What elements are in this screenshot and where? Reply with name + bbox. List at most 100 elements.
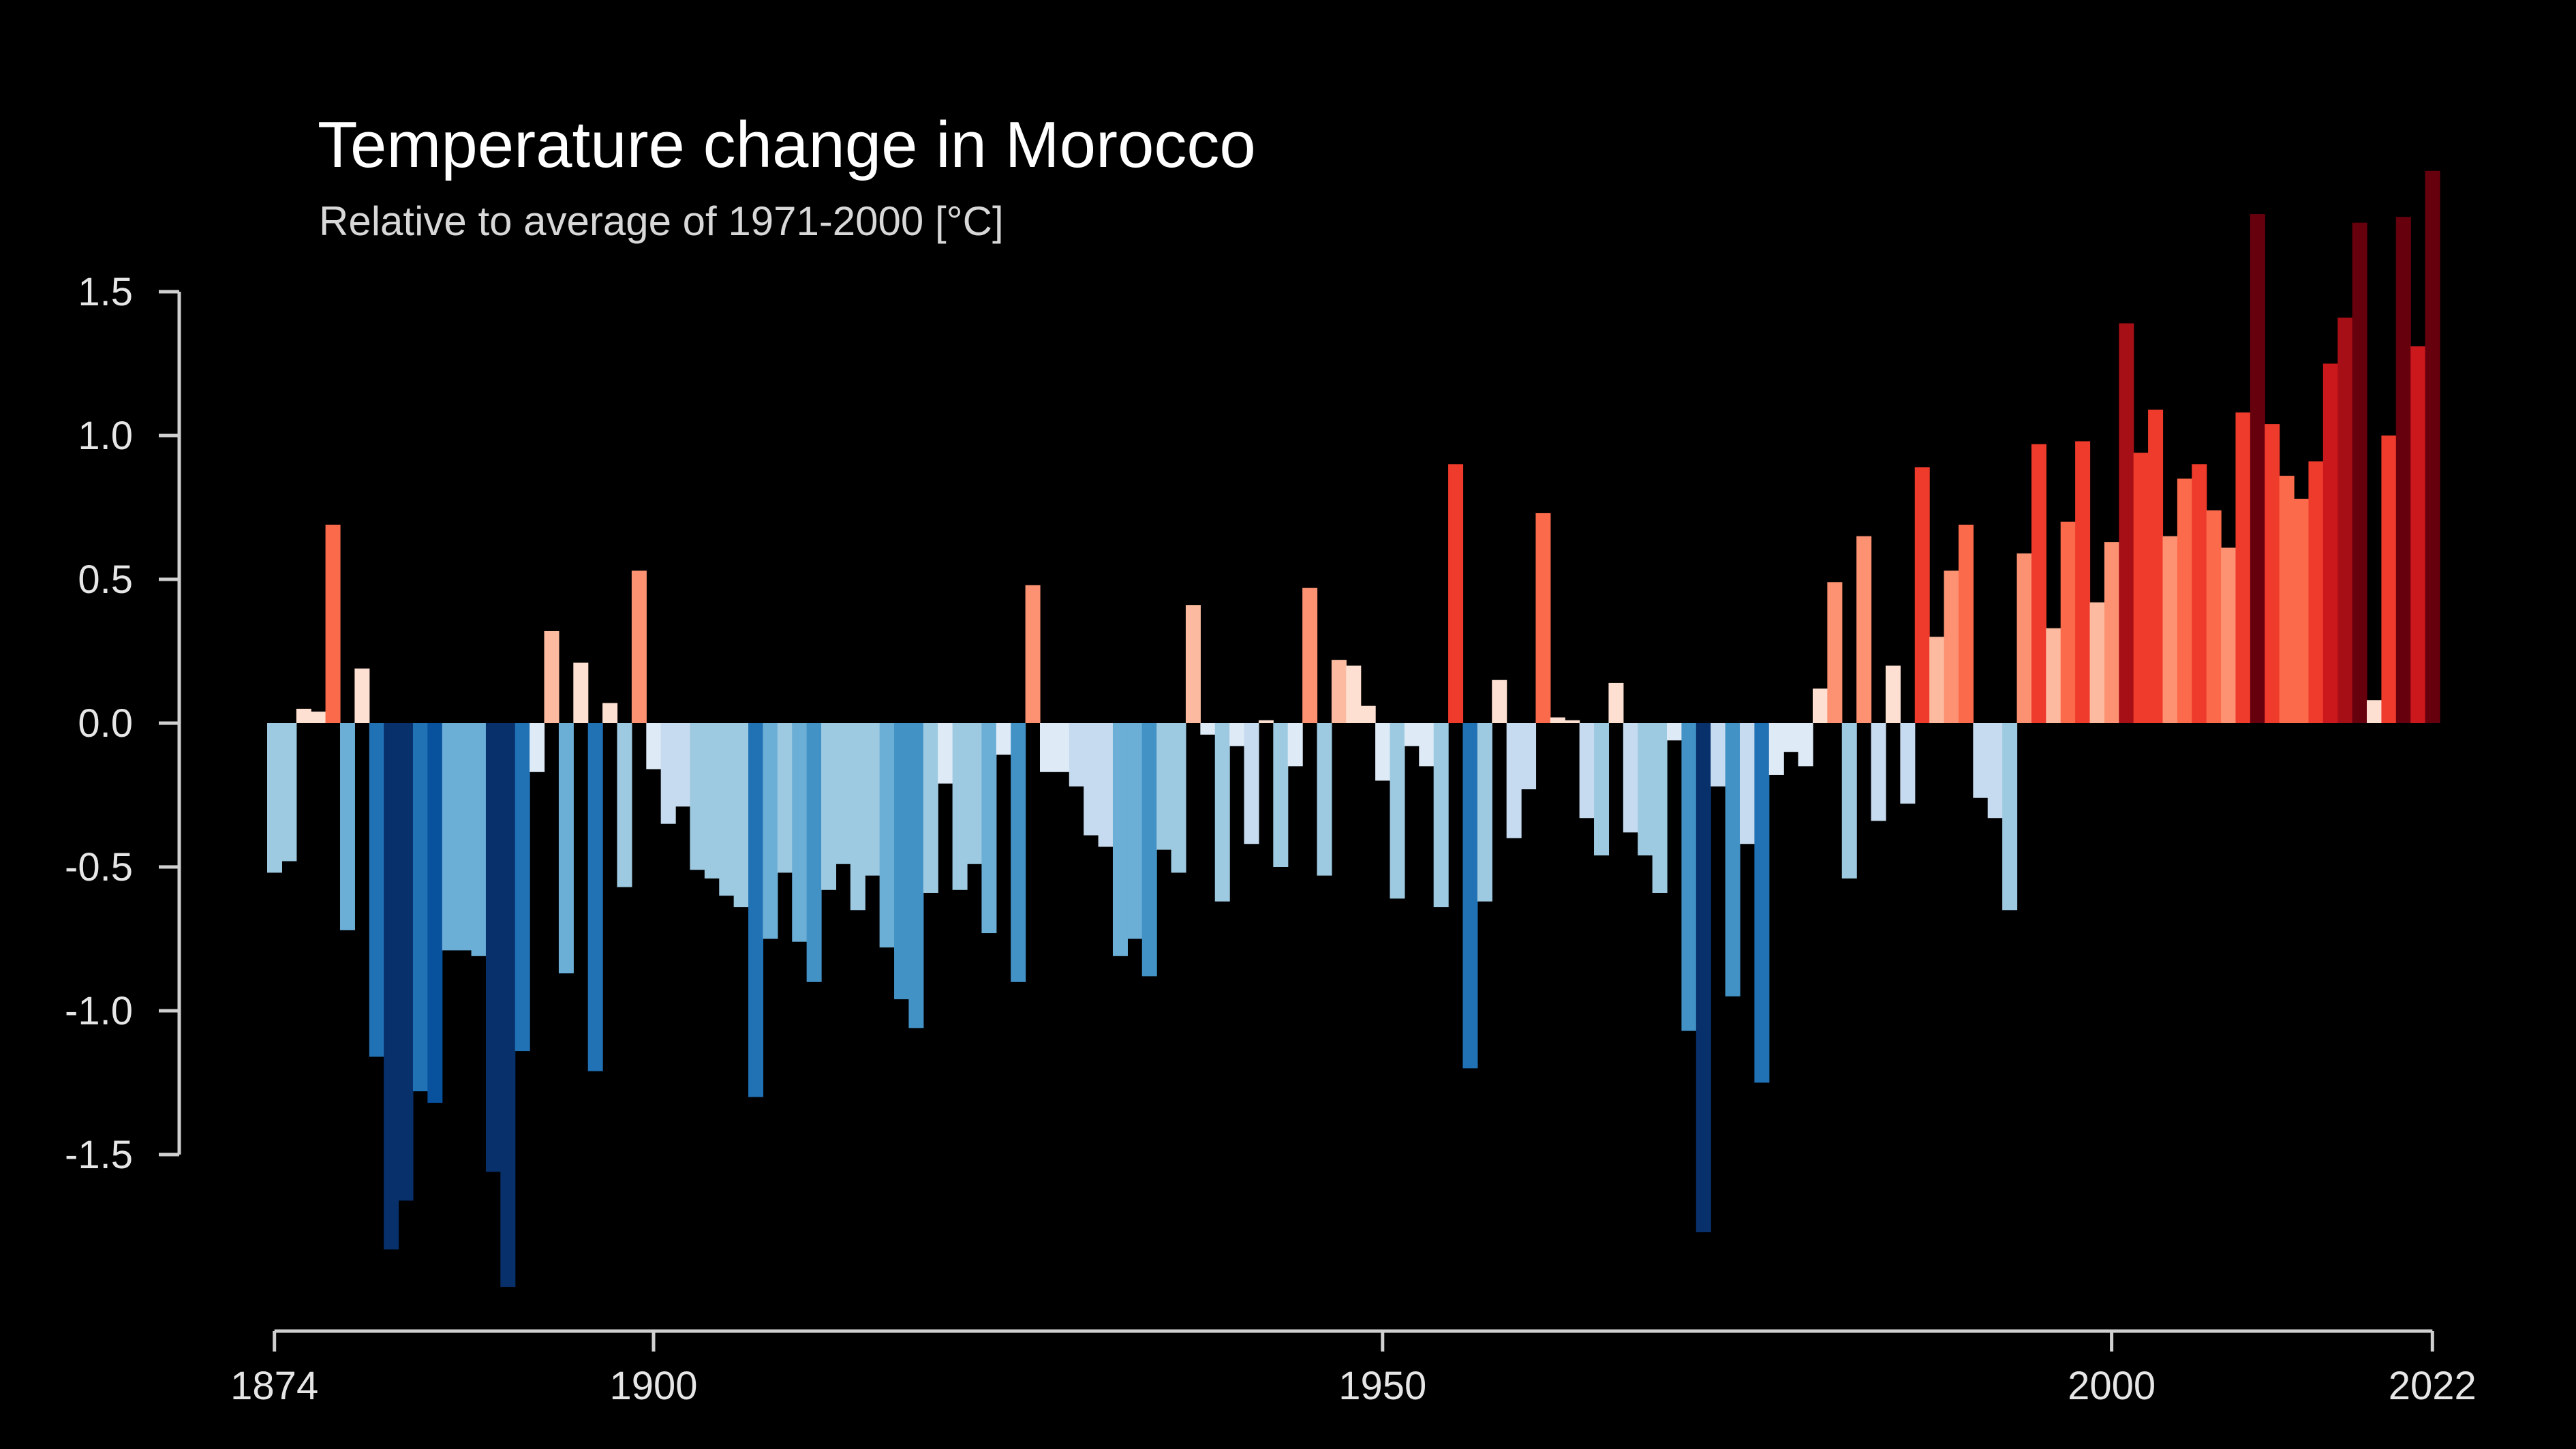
bar-1966 bbox=[1608, 682, 1624, 723]
bar-2008 bbox=[2221, 547, 2237, 723]
x-tick-label: 1900 bbox=[609, 1364, 697, 1408]
bar-1991 bbox=[1973, 723, 1989, 798]
bar-1944 bbox=[1287, 723, 1303, 767]
bars-group bbox=[267, 170, 2440, 1287]
bar-1885 bbox=[427, 723, 443, 1103]
bar-1883 bbox=[398, 723, 414, 1201]
bar-1974 bbox=[1725, 723, 1741, 996]
bar-1996 bbox=[2046, 628, 2061, 723]
bar-1875 bbox=[281, 723, 297, 861]
bar-2010 bbox=[2250, 214, 2265, 723]
bar-2014 bbox=[2308, 461, 2324, 723]
bar-1930 bbox=[1084, 723, 1099, 836]
bar-2015 bbox=[2322, 363, 2338, 723]
bar-1917 bbox=[894, 723, 910, 1000]
bar-2022 bbox=[2425, 170, 2440, 723]
bar-2006 bbox=[2192, 464, 2207, 723]
bar-1968 bbox=[1638, 723, 1653, 856]
bar-1949 bbox=[1360, 705, 1376, 723]
bar-1980 bbox=[1812, 688, 1828, 723]
bar-1892 bbox=[530, 723, 545, 772]
bar-1912 bbox=[821, 723, 837, 890]
bar-1985 bbox=[1885, 665, 1901, 723]
bar-1977 bbox=[1768, 723, 1784, 775]
bar-1882 bbox=[384, 723, 399, 1250]
bar-1918 bbox=[908, 723, 924, 1028]
bar-1935 bbox=[1156, 723, 1172, 850]
bar-2000 bbox=[2104, 542, 2119, 723]
x-tick-label: 1874 bbox=[230, 1364, 318, 1408]
bar-2002 bbox=[2133, 453, 2149, 723]
bar-1955 bbox=[1448, 464, 1464, 723]
bar-1941 bbox=[1244, 723, 1259, 844]
bar-1915 bbox=[865, 723, 880, 876]
bar-1990 bbox=[1958, 524, 1974, 723]
bar-1975 bbox=[1739, 723, 1755, 844]
y-tick-label: -1.0 bbox=[65, 989, 133, 1033]
bar-1898 bbox=[617, 723, 632, 887]
bar-1896 bbox=[587, 723, 603, 1071]
bar-1939 bbox=[1214, 723, 1230, 902]
bar-1999 bbox=[2089, 602, 2105, 723]
bar-1904 bbox=[704, 723, 720, 879]
bar-1960 bbox=[1521, 723, 1537, 790]
bar-1923 bbox=[981, 723, 997, 934]
bar-1902 bbox=[675, 723, 691, 807]
bar-1986 bbox=[1900, 723, 1916, 804]
bar-1995 bbox=[2031, 444, 2046, 723]
bar-1876 bbox=[296, 708, 311, 723]
bar-1981 bbox=[1827, 582, 1843, 723]
bar-1881 bbox=[369, 723, 384, 1057]
bar-2019 bbox=[2381, 436, 2397, 723]
bar-1894 bbox=[558, 723, 574, 974]
bar-1878 bbox=[325, 524, 341, 723]
bar-1979 bbox=[1798, 723, 1813, 767]
bar-1936 bbox=[1171, 723, 1186, 873]
bar-1933 bbox=[1127, 723, 1143, 939]
bar-2009 bbox=[2235, 412, 2251, 723]
bar-1880 bbox=[354, 668, 370, 723]
y-tick-label: 0.5 bbox=[78, 558, 133, 602]
bar-1963 bbox=[1565, 720, 1580, 723]
bar-1948 bbox=[1346, 665, 1362, 723]
bar-1934 bbox=[1141, 723, 1157, 977]
bar-1893 bbox=[544, 630, 559, 723]
bar-1874 bbox=[267, 723, 282, 873]
bar-1947 bbox=[1331, 660, 1347, 723]
bar-1942 bbox=[1258, 720, 1274, 723]
chart-title: Temperature change in Morocco bbox=[318, 108, 1256, 181]
bar-1888 bbox=[471, 723, 487, 956]
bar-1889 bbox=[485, 723, 501, 1172]
bar-1987 bbox=[1914, 467, 1930, 723]
bar-1983 bbox=[1856, 536, 1872, 723]
bar-1905 bbox=[719, 723, 735, 896]
bar-1965 bbox=[1594, 723, 1610, 856]
bar-1910 bbox=[792, 723, 808, 942]
bar-1958 bbox=[1492, 680, 1507, 723]
bar-1922 bbox=[967, 723, 983, 864]
bar-1924 bbox=[996, 723, 1011, 755]
bar-1957 bbox=[1477, 723, 1492, 902]
bar-1925 bbox=[1011, 723, 1026, 982]
bar-1971 bbox=[1681, 723, 1697, 1031]
bar-1952 bbox=[1404, 723, 1420, 746]
bar-1901 bbox=[660, 723, 676, 824]
bar-1969 bbox=[1652, 723, 1668, 893]
bar-1992 bbox=[1987, 723, 2003, 819]
bar-1914 bbox=[850, 723, 865, 911]
bar-1998 bbox=[2075, 441, 2091, 723]
bar-1978 bbox=[1783, 723, 1799, 752]
bar-1903 bbox=[690, 723, 705, 870]
bar-1953 bbox=[1419, 723, 1435, 767]
bar-1994 bbox=[2017, 553, 2032, 723]
bar-1943 bbox=[1273, 723, 1289, 867]
bar-1899 bbox=[631, 570, 647, 723]
bar-1919 bbox=[923, 723, 938, 893]
bar-1926 bbox=[1025, 585, 1041, 723]
bar-1884 bbox=[412, 723, 428, 1092]
x-tick-label: 1950 bbox=[1338, 1364, 1426, 1408]
y-tick-label: -0.5 bbox=[65, 845, 133, 889]
bar-2012 bbox=[2279, 476, 2295, 723]
bar-1972 bbox=[1696, 723, 1711, 1232]
